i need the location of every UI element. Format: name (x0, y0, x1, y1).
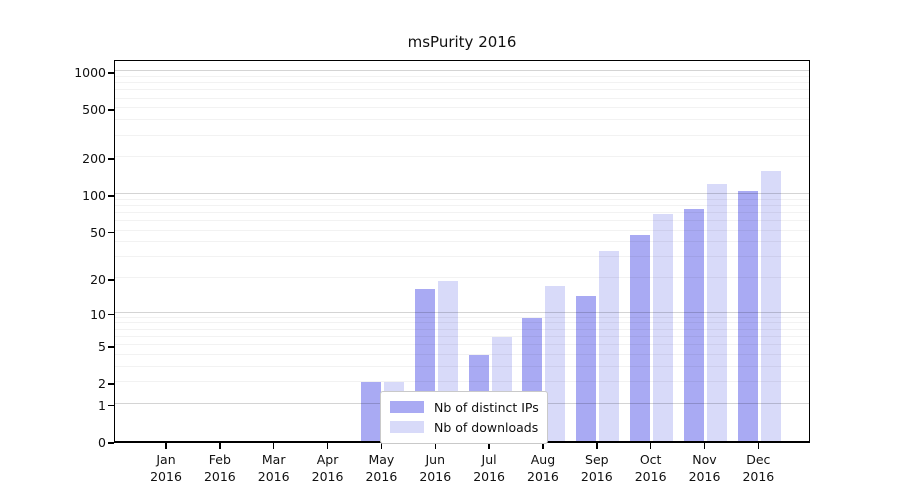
y-tick-mark (108, 158, 114, 160)
gridline-minor (115, 365, 809, 367)
gridline-minor (115, 82, 809, 84)
bar-distinct-ips (576, 296, 597, 441)
gridline-minor (115, 97, 809, 99)
x-tick-label: May 2016 (365, 452, 398, 484)
legend-swatch-downloads (390, 421, 424, 433)
x-tick-label: Jul 2016 (473, 452, 505, 484)
x-tick-label: Nov 2016 (688, 452, 721, 484)
y-tick-mark (108, 72, 114, 74)
y-tick-label: 50 (90, 224, 106, 240)
gridline-minor (115, 381, 809, 383)
gridline-minor (115, 316, 809, 318)
gridline-minor (115, 335, 809, 337)
x-tick-mark (165, 443, 167, 449)
y-tick-mark (108, 195, 114, 197)
gridline-minor (115, 211, 809, 213)
y-tick-mark (108, 383, 114, 385)
bar-distinct-ips (737, 191, 758, 441)
x-tick-mark (219, 443, 221, 449)
x-tick-label: Jan 2016 (150, 452, 182, 484)
gridline-minor (115, 322, 809, 324)
x-tick-mark (596, 443, 598, 449)
x-tick-mark (272, 443, 275, 449)
y-tick-label: 100 (82, 188, 106, 204)
gridline-minor (115, 198, 809, 200)
gridline-major (115, 193, 809, 195)
x-tick-mark (488, 443, 490, 449)
x-tick-label: Sep 2016 (580, 452, 613, 484)
bar-distinct-ips (630, 234, 651, 441)
gridline-minor (115, 75, 809, 77)
y-tick-label: 0 (98, 435, 106, 450)
y-tick-mark (108, 231, 114, 234)
y-tick-label: 2 (98, 376, 106, 392)
bar-downloads (599, 250, 620, 441)
legend-swatch-distinct-ips (390, 401, 424, 413)
bar-downloads (653, 214, 674, 441)
gridline-minor (115, 89, 809, 91)
x-tick-label: Dec 2016 (742, 452, 775, 484)
y-tick-mark (108, 404, 114, 407)
bar-downloads (545, 286, 566, 441)
y-tick-mark (108, 109, 114, 111)
gridline-major (115, 311, 809, 313)
gridline-minor (115, 220, 809, 222)
x-tick-label: Feb 2016 (203, 452, 236, 484)
x-tick-mark (757, 443, 760, 449)
gridline-minor (115, 119, 809, 121)
gridline-minor (115, 107, 809, 109)
y-tick-mark (108, 313, 114, 316)
legend: Nb of distinct IPs Nb of downloads (380, 391, 548, 444)
x-tick-label: Oct 2016 (634, 452, 667, 484)
bar-distinct-ips (684, 208, 704, 441)
y-tick-mark (108, 442, 114, 444)
legend-label-downloads: Nb of downloads (434, 419, 539, 435)
bar-distinct-ips (360, 382, 381, 441)
legend-item-downloads: Nb of downloads (390, 417, 538, 437)
plot-area (114, 60, 810, 443)
x-tick-label: Apr 2016 (311, 452, 344, 484)
chart-title: msPurity 2016 (407, 33, 517, 51)
y-tick-label: 10 (90, 306, 106, 322)
gridline-minor (115, 353, 809, 355)
x-tick-label: Aug 2016 (527, 452, 559, 484)
gridline-minor (115, 328, 809, 330)
gridline-minor (115, 134, 809, 136)
gridline-minor (115, 256, 809, 258)
gridline-minor (115, 241, 809, 243)
y-tick-label: 1 (98, 397, 106, 413)
x-tick-label: Mar 2016 (257, 452, 290, 484)
x-tick-mark (434, 443, 436, 449)
bar-downloads (707, 184, 727, 441)
y-tick-mark (108, 346, 114, 348)
x-tick-label: Jun 2016 (419, 452, 452, 484)
x-tick-mark (326, 443, 329, 449)
legend-item-distinct-ips: Nb of distinct IPs (390, 397, 539, 417)
y-tick-label: 1000 (74, 65, 106, 81)
gridline-major (115, 70, 809, 72)
y-tick-label: 20 (90, 272, 106, 288)
bar-downloads (760, 171, 781, 441)
legend-label-distinct-ips: Nb of distinct IPs (434, 399, 539, 415)
x-tick-mark (380, 443, 383, 449)
y-tick-label: 5 (98, 339, 106, 355)
x-tick-mark (649, 443, 652, 449)
y-tick-label: 200 (82, 151, 106, 167)
x-tick-mark (542, 443, 544, 449)
gridline-minor (115, 277, 809, 279)
gridline-minor (115, 229, 809, 231)
y-tick-mark (108, 279, 114, 281)
x-tick-mark (703, 443, 706, 449)
y-tick-label: 500 (82, 102, 106, 118)
gridline-minor (115, 204, 809, 206)
gridline-minor (115, 344, 809, 346)
gridline-minor (115, 156, 809, 158)
